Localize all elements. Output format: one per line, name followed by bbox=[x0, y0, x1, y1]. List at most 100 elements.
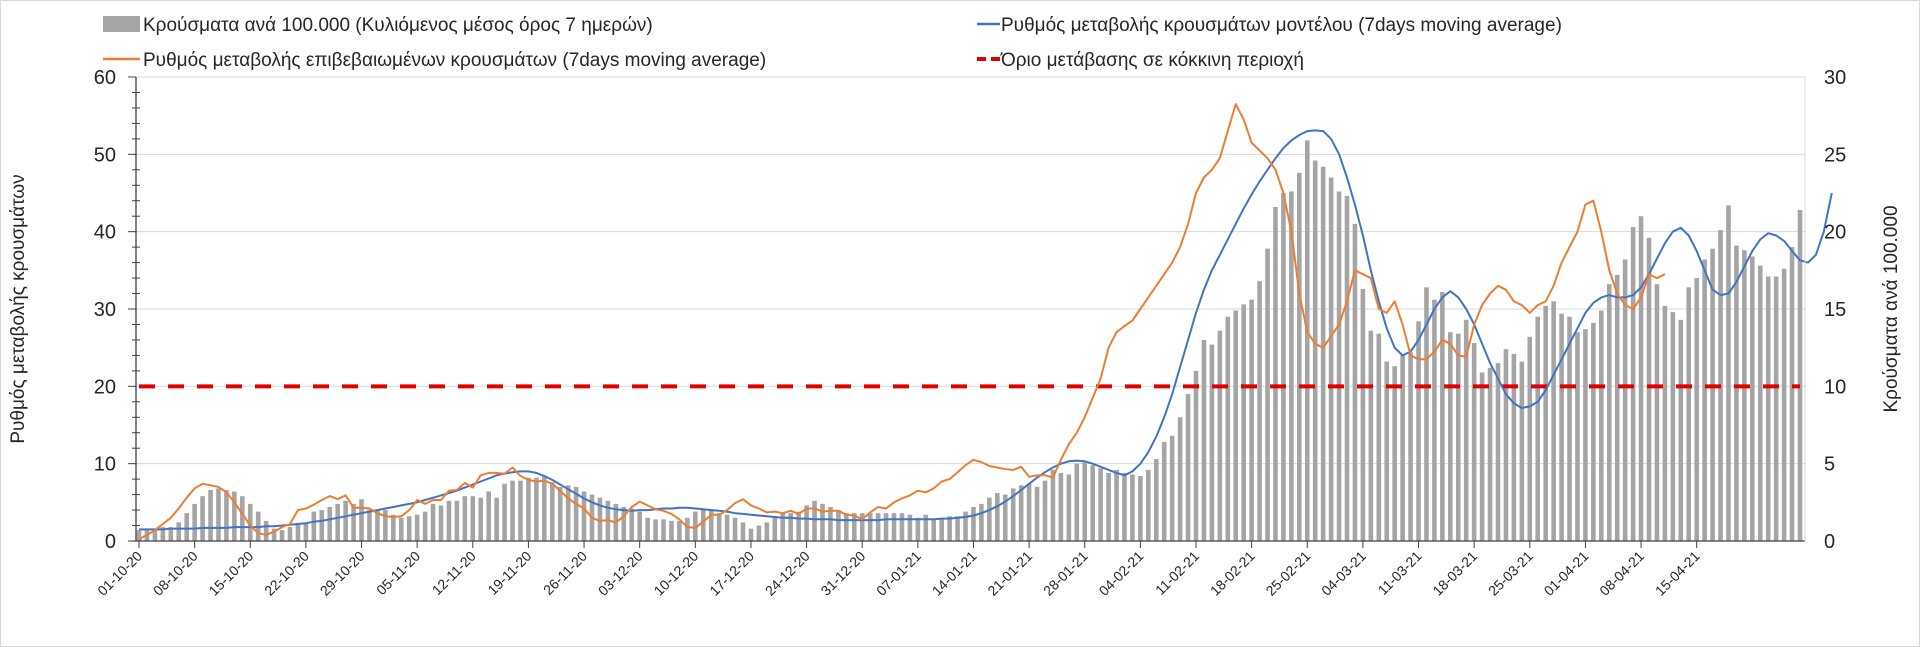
bar bbox=[661, 519, 666, 541]
bar bbox=[1662, 305, 1668, 541]
bar bbox=[1130, 474, 1135, 541]
bar bbox=[1146, 469, 1151, 541]
bar bbox=[1551, 301, 1556, 541]
bar bbox=[1066, 474, 1072, 541]
bar bbox=[653, 519, 658, 541]
bar bbox=[987, 497, 992, 541]
bar bbox=[160, 527, 166, 541]
bar bbox=[1694, 278, 1699, 541]
bar bbox=[1797, 210, 1803, 541]
x-tick-label: 14-01-21 bbox=[929, 548, 980, 599]
x-tick-label: 04-03-21 bbox=[1318, 548, 1369, 599]
y-tick-label: 20 bbox=[94, 376, 116, 398]
bar bbox=[1138, 476, 1143, 541]
bar bbox=[1463, 319, 1469, 541]
bar bbox=[812, 500, 817, 541]
bar bbox=[1646, 237, 1652, 541]
bar bbox=[406, 516, 412, 541]
y2-tick-label: 20 bbox=[1824, 222, 1846, 244]
bar bbox=[669, 520, 674, 541]
bar bbox=[549, 482, 555, 541]
bar bbox=[955, 516, 960, 541]
bar bbox=[478, 497, 484, 541]
bar bbox=[1606, 284, 1612, 541]
bar bbox=[700, 508, 706, 541]
bar bbox=[351, 503, 356, 541]
bar bbox=[208, 489, 213, 541]
bar bbox=[1328, 177, 1334, 542]
bar bbox=[947, 516, 952, 541]
bar bbox=[1050, 469, 1056, 541]
bar bbox=[1591, 322, 1596, 541]
confirmed-line bbox=[138, 103, 1666, 541]
bar bbox=[1686, 287, 1692, 541]
bar bbox=[1535, 316, 1541, 541]
bar bbox=[1400, 355, 1405, 541]
bar bbox=[414, 514, 420, 541]
bar bbox=[1567, 316, 1572, 541]
x-tick-label: 10-12-20 bbox=[650, 548, 701, 599]
bar bbox=[1702, 259, 1707, 541]
bar-series bbox=[136, 140, 1803, 542]
bar bbox=[883, 513, 889, 541]
bar bbox=[780, 513, 786, 541]
x-tick-label: 11-03-21 bbox=[1374, 548, 1424, 598]
y2-tick-label: 30 bbox=[1824, 67, 1846, 89]
bar bbox=[1114, 469, 1119, 541]
bar bbox=[1233, 310, 1239, 541]
bar bbox=[1352, 223, 1358, 541]
bar bbox=[446, 500, 452, 541]
bar bbox=[367, 510, 372, 541]
bar bbox=[621, 506, 627, 541]
bar bbox=[923, 514, 929, 541]
legend-label-threshold: Όριο μετάβασης σε κόκκινη περιοχή bbox=[1000, 50, 1304, 71]
bar bbox=[1384, 361, 1390, 541]
bar bbox=[542, 476, 547, 541]
bar bbox=[1670, 312, 1676, 541]
x-tick-label: 19-11-20 bbox=[484, 548, 534, 598]
bar bbox=[1654, 284, 1660, 541]
line-series bbox=[138, 103, 1833, 541]
bar bbox=[1368, 330, 1374, 541]
bar bbox=[311, 511, 317, 541]
bar bbox=[1392, 366, 1397, 541]
bar bbox=[1177, 417, 1183, 541]
bar bbox=[470, 496, 476, 541]
bar bbox=[1622, 259, 1628, 541]
bar bbox=[1360, 288, 1366, 541]
bar bbox=[1010, 488, 1016, 541]
bar bbox=[1408, 352, 1413, 541]
x-tick-label: 12-11-20 bbox=[429, 548, 479, 598]
bar bbox=[1106, 472, 1111, 541]
left-axis-ticks: 0 10 20 30 40 50 60 bbox=[94, 67, 140, 553]
bar bbox=[1614, 274, 1620, 541]
bar bbox=[1416, 321, 1421, 541]
bar bbox=[1217, 330, 1223, 541]
bar bbox=[1169, 435, 1175, 541]
legend-label-bars: Κρούσματα ανά 100.000 (Κυλιόμενος μέσος … bbox=[143, 15, 653, 36]
bar bbox=[685, 517, 690, 541]
x-tick-label: 25-02-21 bbox=[1262, 548, 1313, 599]
bar bbox=[788, 513, 793, 541]
bar bbox=[303, 522, 309, 541]
bar bbox=[1503, 349, 1509, 541]
bar bbox=[1479, 372, 1485, 541]
bar bbox=[1320, 166, 1326, 541]
bar bbox=[1511, 353, 1517, 541]
bar bbox=[422, 511, 428, 541]
x-tick-label: 01-04-21 bbox=[1541, 548, 1592, 599]
legend-label-model: Ρυθμός μεταβολής κρουσμάτων μοντέλου (7d… bbox=[1001, 15, 1562, 36]
legend: Κρούσματα ανά 100.000 (Κυλιόμενος μέσος … bbox=[103, 15, 1562, 71]
bar bbox=[192, 503, 197, 541]
bar bbox=[939, 517, 944, 541]
bar bbox=[899, 513, 905, 541]
bar bbox=[1090, 465, 1095, 541]
bar bbox=[573, 486, 579, 541]
bar bbox=[971, 506, 976, 541]
bar bbox=[875, 513, 881, 541]
bar bbox=[1455, 333, 1461, 541]
y2-tick-label: 0 bbox=[1824, 531, 1835, 553]
x-tick-label: 11-02-21 bbox=[1152, 548, 1202, 598]
bar bbox=[224, 489, 229, 541]
bar bbox=[1559, 313, 1564, 541]
